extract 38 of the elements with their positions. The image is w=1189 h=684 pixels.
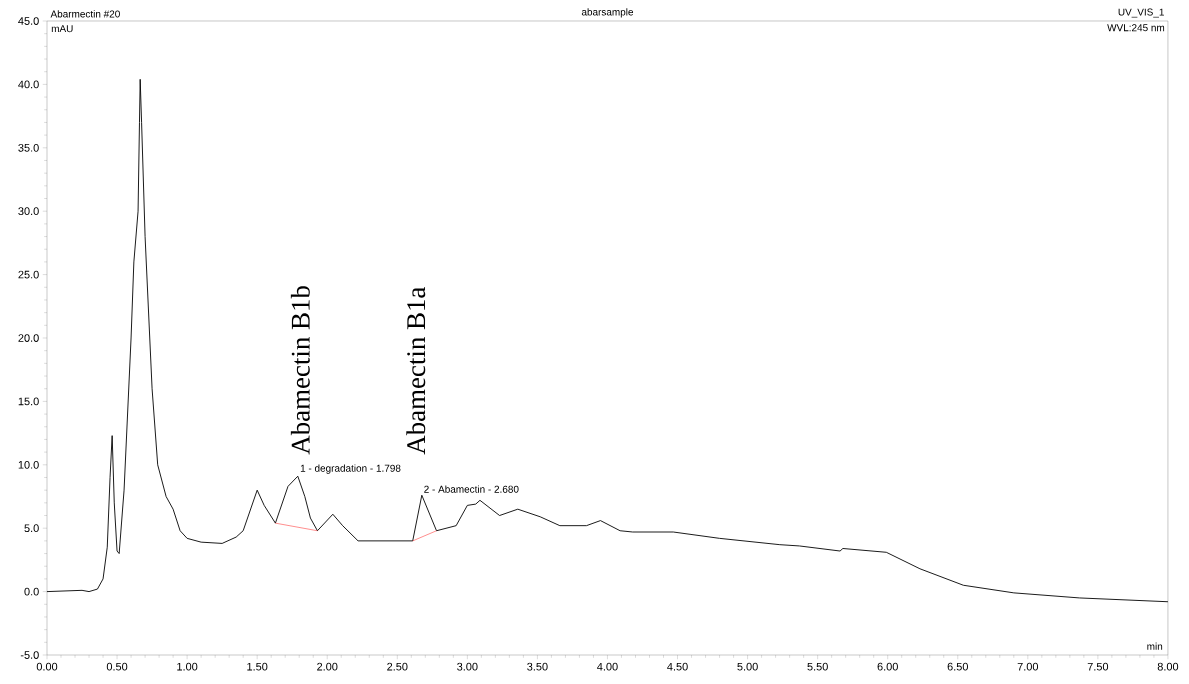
text: Abarmectin #20	[50, 10, 120, 18]
chart-title: abarsample	[581, 8, 634, 18]
y-tick-label: 40.0	[18, 80, 39, 89]
x-tick-label: 2.50	[387, 662, 408, 671]
x-tick-label: 6.50	[947, 662, 968, 671]
x-tick-label: 0.50	[106, 662, 128, 671]
y-tick-label: 45.0	[18, 17, 39, 25]
y-axis-title: mAU	[51, 25, 73, 33]
y-tick-label: 35.0	[18, 143, 39, 152]
y-tick-label: 25.0	[18, 270, 39, 279]
y-tick-label: 20.0	[18, 334, 39, 342]
annotation: 2 - Abamectin - 2.680	[424, 485, 519, 493]
y-tick-label: 10.0	[18, 460, 39, 469]
annotation: Abamectin B1a	[406, 287, 426, 455]
x-tick-label: 7.50	[1087, 662, 1109, 671]
x-tick-label: 2.00	[317, 662, 338, 671]
text: UV_VIS_1	[1118, 8, 1164, 18]
x-tick-label: 1.50	[247, 662, 268, 671]
y-tick-label: 30.0	[18, 207, 39, 216]
y-tick-label: 0.0	[24, 587, 39, 596]
annotation: 1 - degradation - 1.798	[300, 464, 401, 474]
x-tick-label: 4.50	[667, 662, 688, 671]
x-tick-label: 4.00	[597, 662, 618, 671]
x-tick-label: 7.00	[1017, 662, 1039, 671]
annotation: WVL:245 nm	[1107, 24, 1165, 32]
annotation: Abamectin B1b	[290, 286, 310, 455]
x-tick-label: 3.00	[457, 662, 478, 671]
x-tick-label: 5.00	[737, 662, 758, 671]
x-axis-title: min	[1147, 642, 1163, 650]
y-tick-label: -5.0	[20, 651, 39, 659]
x-tick-label: 5.50	[807, 662, 828, 671]
x-tick-label: 3.50	[527, 662, 548, 671]
y-tick-label: 15.0	[18, 397, 39, 406]
y-tick-label: 5.0	[24, 524, 39, 533]
x-tick-label: 1.00	[177, 662, 198, 671]
x-tick-label: 0.00	[36, 662, 58, 671]
x-tick-label: 8.00	[1157, 662, 1179, 671]
x-tick-label: 6.00	[877, 662, 898, 671]
